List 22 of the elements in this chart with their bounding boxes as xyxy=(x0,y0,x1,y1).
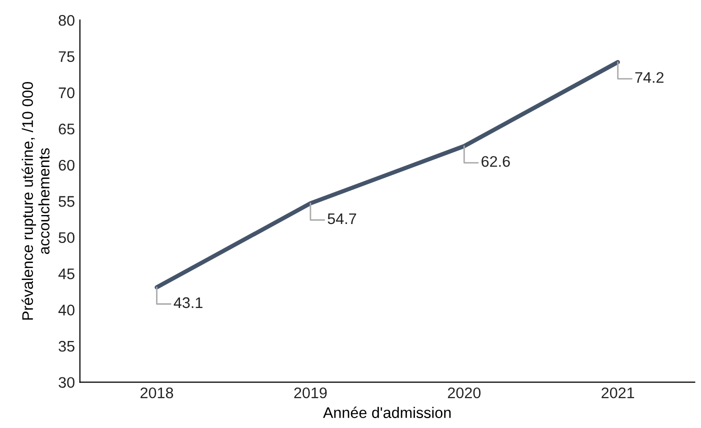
data-label: 43.1 xyxy=(174,297,202,308)
y-tick-label: 55 xyxy=(58,196,74,207)
x-tick-label: 2019 xyxy=(294,387,327,398)
x-axis-title: Année d'admission xyxy=(323,406,451,418)
x-tick-label: 2020 xyxy=(448,387,481,398)
y-tick-label: 30 xyxy=(58,377,74,388)
y-tick-label: 80 xyxy=(58,14,74,26)
y-tick-label: 40 xyxy=(58,304,74,316)
x-tick-label: 2021 xyxy=(602,387,634,398)
data-label: 54.7 xyxy=(328,213,356,224)
y-tick-label: 35 xyxy=(58,340,74,352)
y-tick-label: 45 xyxy=(58,268,74,280)
data-label: 74.2 xyxy=(635,72,664,83)
y-tick-label: 70 xyxy=(58,87,74,98)
y-axis-title: Prévalence rupture utérine, /10 000 accouchements xyxy=(22,82,50,320)
y-tick-label: 60 xyxy=(58,160,74,171)
data-label: 62.6 xyxy=(482,156,510,167)
y-tick-label: 75 xyxy=(58,51,74,62)
line-series xyxy=(154,60,620,290)
x-tick-label: 2018 xyxy=(140,387,174,398)
y-tick-label: 50 xyxy=(58,232,74,244)
y-tick-label: 65 xyxy=(58,124,74,134)
